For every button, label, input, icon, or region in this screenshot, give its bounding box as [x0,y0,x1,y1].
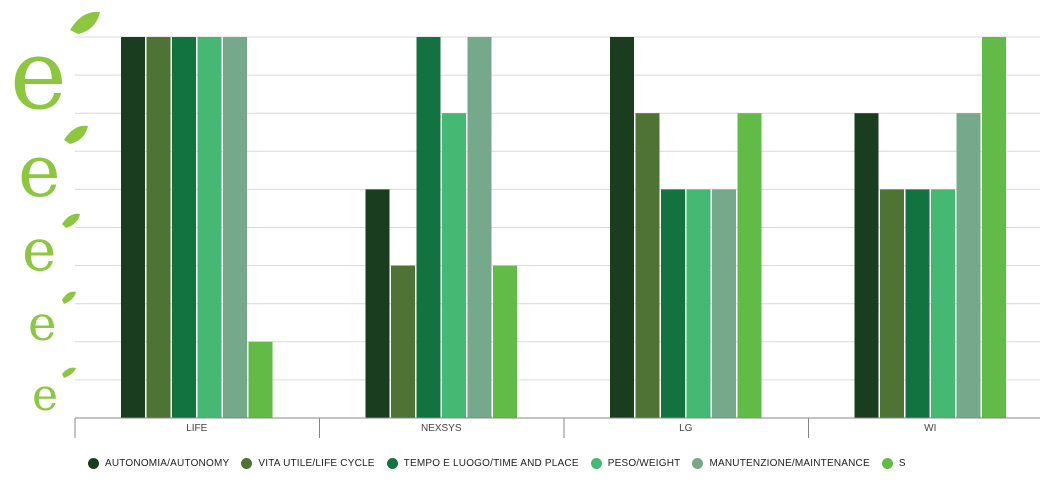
legend-swatch [386,458,398,469]
bar-wi-3 [905,189,930,418]
legend-item: PESO/WEIGHT [590,458,681,469]
bar-lg-4 [686,189,711,418]
legend-item: AUTONOMIA/AUTONOMY [88,458,229,469]
bar-life-1 [121,37,145,418]
legend-label: PESO/WEIGHT [607,458,681,469]
svg-text:e: e [28,296,56,352]
bar-life-6 [248,341,273,418]
svg-text:e: e [10,19,67,131]
bar-nexsys-1 [365,189,390,418]
legend-swatch [88,458,99,469]
svg-text:e: e [22,216,56,284]
bar-life-3 [172,37,196,418]
bar-life-5 [223,37,247,418]
x-tick-label: WI [924,423,936,434]
bar-wi-5 [956,113,981,418]
legend-item: VITA UTILE/LIFE CYCLE [241,458,374,469]
svg-text:e: e [32,370,58,421]
legend-swatch [881,458,893,469]
bar-lg-1 [610,37,634,418]
bar-lg-2 [635,113,660,418]
legend-item: S [881,458,906,469]
bar-wi-6 [982,37,1006,418]
x-axis: LIFE NEXSYS LG WI [74,417,1040,438]
legend-swatch [590,458,602,469]
legend-item: TEMPO E LUOGO/TIME AND PLACE [386,458,579,469]
bar-lg-6 [737,113,762,418]
bar-wi-4 [931,189,955,418]
bar-nexsys-4 [442,113,466,418]
svg-text:e: e [18,129,61,213]
bar-life-2 [146,37,171,418]
legend-label: VITA UTILE/LIFE CYCLE [258,458,375,469]
bar-series [121,37,1006,418]
legend-item: MANUTENZIONE/MAINTENANCE [692,458,870,469]
x-tick-label: NEXSYS [421,423,462,434]
legend-label: AUTONOMIA/AUTONOMY [105,458,230,469]
bar-wi-1 [854,113,879,418]
bar-lg-3 [661,189,685,418]
bar-nexsys-6 [493,265,517,418]
bar-nexsys-2 [391,265,415,418]
legend-label: S [898,458,906,469]
legend-swatch [692,458,704,469]
bar-lg-5 [712,189,736,418]
leaf-e-logo-icon: e e e e e [10,11,100,421]
legend-label: TEMPO E LUOGO/TIME AND PLACE [403,458,579,469]
bar-life-4 [197,37,222,418]
x-tick-label: LG [679,423,693,434]
bar-wi-2 [880,189,904,418]
legend-swatch [241,458,253,469]
chart-legend: AUTONOMIA/AUTONOMY VITA UTILE/LIFE CYCLE T… [88,458,906,469]
legend-label: MANUTENZIONE/MAINTENANCE [709,458,870,469]
x-tick-label: LIFE [186,423,207,434]
bar-nexsys-3 [416,37,441,418]
bar-nexsys-5 [467,37,492,418]
